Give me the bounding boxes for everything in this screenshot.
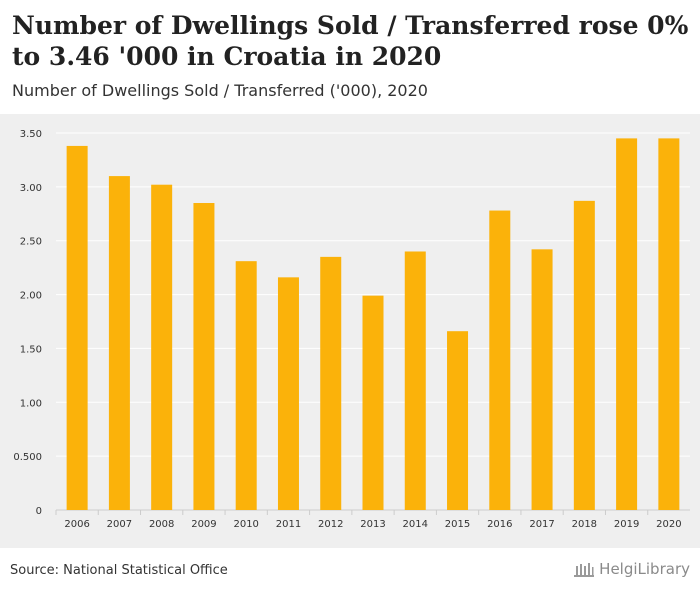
- chart-area: 0 0.500 1.00 1.50 2.00 2.50 3.00 3.50 2006 2007 2…: [0, 114, 700, 548]
- chart-title: Number of Dwellings Sold / Transferred r…: [12, 11, 689, 71]
- x-tick-label: 2013: [360, 519, 385, 530]
- x-tick-label: 2009: [191, 519, 216, 530]
- y-tick-label: 0.500: [13, 452, 42, 463]
- y-tick-label: 0: [36, 506, 42, 517]
- y-tick-label: 1.00: [20, 398, 42, 409]
- brand-name: HelgiLibrary: [599, 560, 690, 578]
- x-axis: 2006 2007 2008 2009 2010 2011 2012 2013 2014 2015…: [55, 510, 682, 530]
- x-tick-label: 2016: [487, 519, 512, 530]
- bar-2010[interactable]: [235, 261, 257, 510]
- y-axis: 0 0.500 1.00 1.50 2.00 2.50 3.00 3.50: [13, 129, 42, 517]
- bar-2009[interactable]: [193, 203, 215, 510]
- chart-subtitle: Number of Dwellings Sold / Transferred (…: [12, 81, 428, 100]
- x-tick-label: 2008: [149, 519, 174, 530]
- x-tick-label: 2015: [445, 519, 470, 530]
- x-tick-label: 2014: [403, 519, 428, 530]
- x-tick-label: 2012: [318, 519, 343, 530]
- y-tick-label: 2.50: [20, 237, 42, 248]
- bar-2011[interactable]: [277, 277, 299, 510]
- x-tick-label: 2011: [276, 519, 301, 530]
- bar-2019[interactable]: [616, 138, 638, 510]
- y-tick-label: 1.50: [20, 344, 42, 355]
- x-tick-label: 2006: [64, 519, 89, 530]
- bar-2018[interactable]: [573, 200, 595, 511]
- bar-2014[interactable]: [404, 251, 426, 510]
- bar-2020[interactable]: [658, 138, 680, 510]
- bar-2008[interactable]: [151, 184, 173, 510]
- bars: [66, 138, 680, 511]
- bar-2007[interactable]: [108, 176, 130, 511]
- source-note: Source: National Statistical Office: [10, 563, 228, 578]
- brand-logo[interactable]: HelgiLibrary: [573, 560, 690, 578]
- x-tick-label: 2017: [529, 519, 554, 530]
- bar-2013[interactable]: [362, 295, 384, 510]
- bar-2015[interactable]: [447, 331, 469, 510]
- x-tick-label: 2018: [572, 519, 597, 530]
- x-tick-label: 2007: [107, 519, 132, 530]
- y-tick-label: 3.00: [20, 183, 42, 194]
- bar-2012[interactable]: [320, 256, 342, 510]
- y-tick-label: 2.00: [20, 291, 42, 302]
- bar-2006[interactable]: [66, 145, 88, 510]
- y-tick-label: 3.50: [20, 129, 42, 140]
- bar-2017[interactable]: [531, 249, 553, 510]
- x-tick-label: 2019: [614, 519, 639, 530]
- x-tick-label: 2010: [233, 519, 258, 530]
- bar-2016[interactable]: [489, 210, 511, 510]
- x-tick-label: 2020: [656, 519, 681, 530]
- library-building-icon: [574, 563, 595, 577]
